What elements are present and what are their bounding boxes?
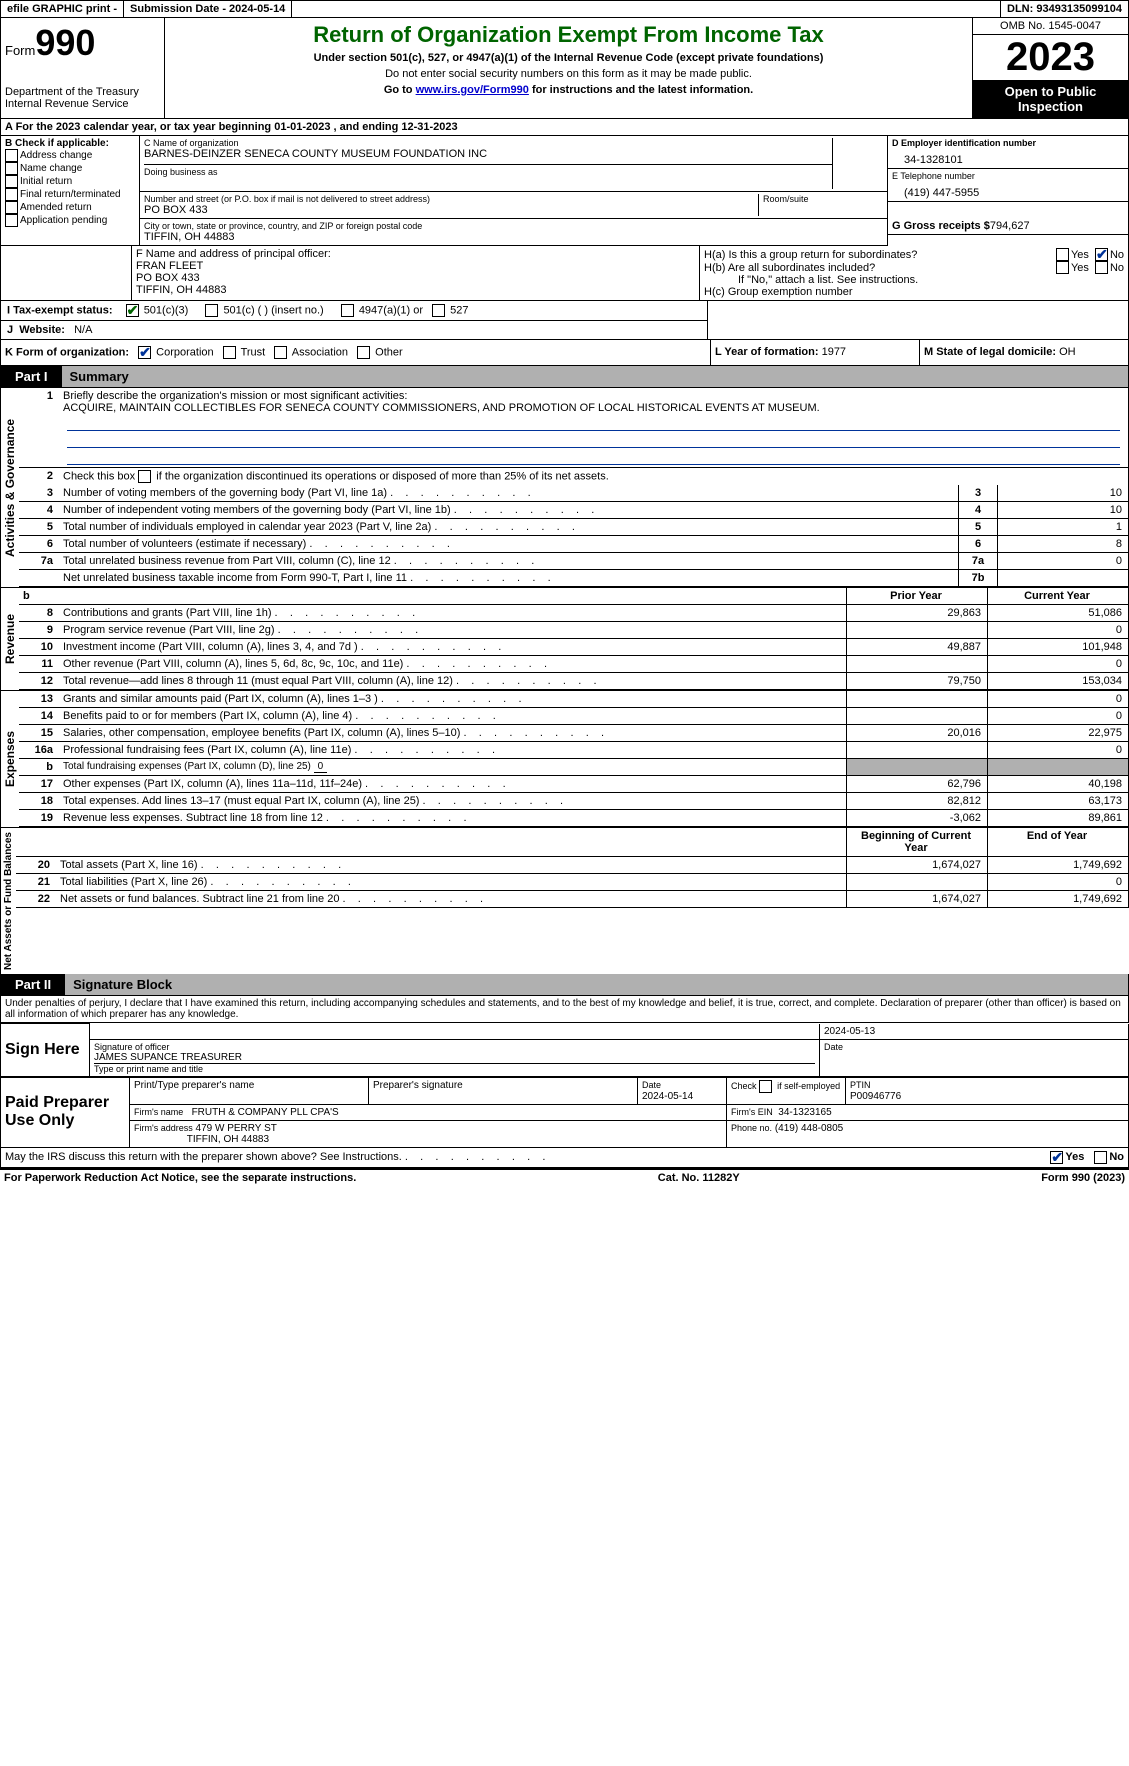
chk-assoc[interactable] [274, 346, 287, 359]
vlabel-net: Net Assets or Fund Balances [0, 828, 16, 974]
exp-section: Expenses 13 Grants and similar amounts p… [0, 691, 1129, 828]
c-spacer [832, 138, 883, 189]
chk-final[interactable] [5, 188, 18, 201]
box-h: H(a) Is this a group return for subordin… [700, 246, 1128, 300]
chk-name[interactable] [5, 162, 18, 175]
domicile: OH [1059, 346, 1076, 358]
form-header: Form990 Department of the Treasury Inter… [0, 18, 1129, 119]
phone: (419) 447-5955 [892, 181, 1124, 199]
chk-hb-no[interactable] [1095, 261, 1108, 274]
irs-link[interactable]: www.irs.gov/Form990 [416, 84, 529, 96]
box-f: F Name and address of principal officer:… [132, 246, 700, 300]
chk-ha-yes[interactable] [1056, 248, 1069, 261]
dept: Department of the Treasury Internal Reve… [5, 86, 160, 110]
footer: For Paperwork Reduction Act Notice, see … [0, 1168, 1129, 1186]
chk-501c[interactable] [205, 304, 218, 317]
form-word: Form [5, 43, 35, 58]
fh-row: F Name and address of principal officer:… [0, 246, 1129, 301]
part1-header: Part I Summary [0, 366, 1129, 388]
chk-527[interactable] [432, 304, 445, 317]
header-center: Return of Organization Exempt From Incom… [165, 18, 972, 118]
fh-spacer [1, 246, 132, 300]
firm-name: FRUTH & COMPANY PLL CPA'S [192, 1107, 339, 1118]
chk-self-emp[interactable] [759, 1080, 772, 1093]
inspection: Open to Public Inspection [973, 80, 1128, 118]
klm-row: K Form of organization: Corporation Trus… [0, 340, 1129, 366]
info-grid: B Check if applicable: Address change Na… [0, 136, 1129, 246]
chk-discuss-no[interactable] [1094, 1151, 1107, 1164]
chk-initial[interactable] [5, 175, 18, 188]
discuss-row: May the IRS discuss this return with the… [0, 1148, 1129, 1168]
sign-block: Sign Here 2024-05-13 Signature of office… [0, 1023, 1129, 1077]
header-left: Form990 Department of the Treasury Inter… [1, 18, 165, 118]
chk-other[interactable] [357, 346, 370, 359]
year-formation: 1977 [822, 346, 846, 358]
ij-row: I Tax-exempt status: 501(c)(3) 501(c) ( … [0, 301, 1129, 340]
h-cont [707, 301, 1128, 340]
i-label: I Tax-exempt status: [7, 304, 113, 316]
org-name: BARNES-DEINZER SENECA COUNTY MUSEUM FOUN… [144, 148, 832, 160]
chk-address[interactable] [5, 149, 18, 162]
chk-pending[interactable] [5, 214, 18, 227]
chk-hb-yes[interactable] [1056, 261, 1069, 274]
efile-label: efile GRAPHIC print - [1, 1, 124, 17]
chk-501c3[interactable] [126, 304, 139, 317]
chk-ha-no[interactable] [1095, 248, 1108, 261]
ein: 34-1328101 [892, 148, 1124, 166]
box-b: B Check if applicable: Address change Na… [1, 136, 140, 246]
subtitle-3: Go to www.irs.gov/Form990 for instructio… [169, 84, 968, 96]
net-section: Net Assets or Fund Balances Beginning of… [0, 828, 1129, 974]
subtitle-2: Do not enter social security numbers on … [169, 68, 968, 80]
box-d: D Employer identification number 34-1328… [887, 136, 1128, 246]
line-a: A For the 2023 calendar year, or tax yea… [0, 119, 1129, 136]
form-title: Return of Organization Exempt From Incom… [169, 22, 968, 48]
top-bar: efile GRAPHIC print - Submission Date - … [0, 0, 1129, 18]
chk-discuss-yes[interactable] [1050, 1151, 1063, 1164]
spacer [292, 1, 1001, 17]
gross-receipts: 794,627 [990, 220, 1030, 232]
perjury: Under penalties of perjury, I declare th… [0, 996, 1129, 1023]
chk-4947[interactable] [341, 304, 354, 317]
submission-date: Submission Date - 2024-05-14 [124, 1, 292, 17]
chk-discontinued[interactable] [138, 470, 151, 483]
org-city: TIFFIN, OH 44883 [144, 231, 883, 243]
header-right: OMB No. 1545-0047 2023 Open to Public In… [972, 18, 1128, 118]
chk-corp[interactable] [138, 346, 151, 359]
box-c: C Name of organization BARNES-DEINZER SE… [140, 136, 887, 246]
preparer-block: Paid Preparer Use Only Print/Type prepar… [0, 1077, 1129, 1148]
form-number: 990 [35, 22, 95, 63]
omb: OMB No. 1545-0047 [973, 18, 1128, 35]
vlabel-rev: Revenue [0, 588, 19, 690]
chk-amended[interactable] [5, 201, 18, 214]
tax-year: 2023 [973, 35, 1128, 80]
part2-header: Part II Signature Block [0, 974, 1129, 996]
vlabel-gov: Activities & Governance [0, 388, 19, 587]
gov-section: Activities & Governance 1 Briefly descri… [0, 388, 1129, 588]
org-street: PO BOX 433 [144, 204, 758, 216]
dln: DLN: 93493135099104 [1001, 1, 1128, 17]
website: N/A [74, 324, 92, 336]
rev-section: Revenue b Prior Year Current Year 8 Cont… [0, 588, 1129, 691]
chk-trust[interactable] [223, 346, 236, 359]
officer-sig: JAMES SUPANCE TREASURER [94, 1052, 815, 1064]
vlabel-exp: Expenses [0, 691, 19, 827]
subtitle-1: Under section 501(c), 527, or 4947(a)(1)… [169, 52, 968, 64]
mission: ACQUIRE, MAINTAIN COLLECTIBLES FOR SENEC… [63, 402, 820, 414]
